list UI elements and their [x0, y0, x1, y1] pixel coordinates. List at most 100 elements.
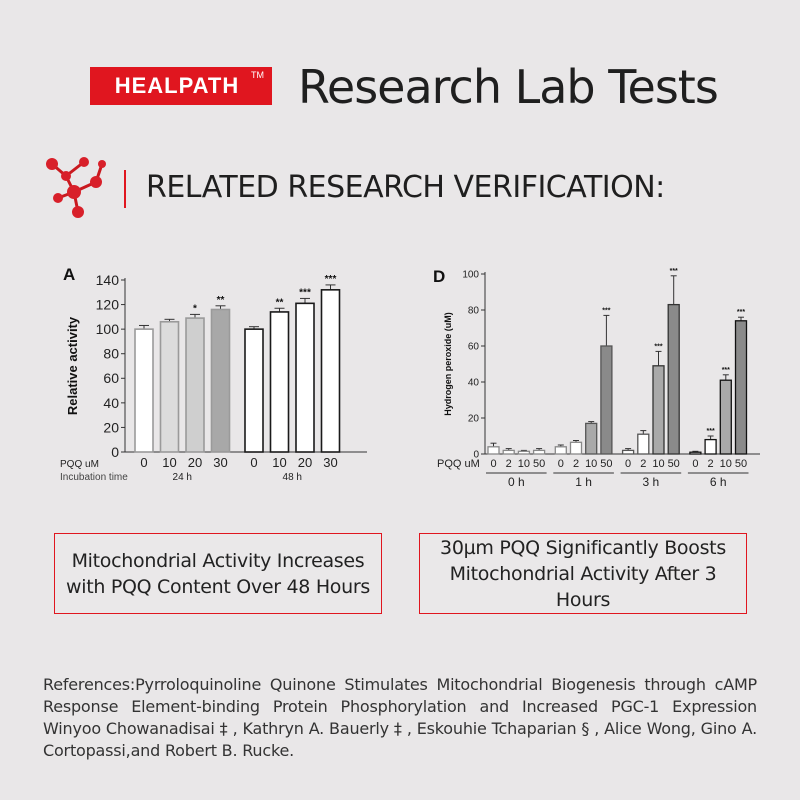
bar [269, 311, 290, 453]
y-tick-label: 100 [96, 321, 120, 337]
y-tick-label: 120 [96, 296, 120, 312]
panel-label: A [63, 265, 75, 284]
bar [134, 328, 154, 453]
x-tick-label: 2 [573, 458, 579, 470]
x-tick-label: 10 [272, 455, 286, 470]
references-text: References:Pyrroloquinoline Quinone Stim… [43, 675, 757, 760]
y-axis-label: Relative activity [65, 316, 80, 415]
x-tick-label: 30 [323, 455, 337, 470]
bar [487, 446, 500, 455]
significance-label: *** [737, 309, 745, 316]
bar [667, 303, 680, 455]
significance-label: *** [722, 367, 730, 374]
group-label: 6 h [710, 475, 727, 489]
bar [652, 365, 665, 455]
bar [621, 449, 635, 455]
bar [159, 320, 180, 453]
x-tick-label: 10 [518, 458, 530, 470]
y-tick-label: 0 [473, 450, 479, 461]
significance-label: ** [276, 297, 284, 308]
significance-label: *** [707, 428, 715, 435]
x-tick-label: 10 [720, 458, 732, 470]
group-label: 0 h [508, 475, 525, 489]
x-row-label: PQQ uM [437, 458, 480, 470]
y-tick-label: 20 [468, 414, 480, 425]
x-tick-label: 0 [625, 458, 631, 470]
bar [569, 441, 583, 455]
bar [600, 345, 613, 455]
x-tick-label: 10 [162, 455, 176, 470]
page-title: Research Lab Tests [298, 60, 719, 114]
caption-left-text: Mitochondrial Activity Increases with PQ… [66, 549, 370, 598]
x-tick-label: 0 [250, 455, 257, 470]
x-tick-label: 10 [652, 458, 664, 470]
x-tick-label: 2 [640, 458, 646, 470]
group-label: 24 h [173, 472, 192, 483]
y-tick-label: 100 [462, 270, 479, 281]
bar [689, 451, 702, 455]
bar [320, 289, 341, 453]
y-tick-label: 80 [468, 306, 480, 317]
caption-right-text: 30µm PQQ Significantly Boosts Mitochondr… [440, 536, 726, 611]
x-tick-label: 50 [668, 458, 680, 470]
group-label: 3 h [643, 475, 660, 489]
y-tick-label: 20 [103, 419, 119, 435]
bar [704, 438, 717, 455]
group-label: 48 h [283, 472, 302, 483]
bar [210, 308, 231, 453]
molecule-icon [46, 157, 106, 218]
bar [637, 433, 650, 455]
significance-label: ** [217, 295, 225, 306]
group-row-label: Incubation time [60, 472, 128, 483]
x-tick-label: 50 [533, 458, 545, 470]
trademark-mark: TM [251, 70, 264, 80]
x-tick-label: 20 [298, 455, 312, 470]
x-tick-label: 0 [558, 458, 564, 470]
bar [585, 422, 598, 455]
y-tick-label: 40 [468, 378, 480, 389]
brand-logo: HEALPATH TM [90, 67, 272, 105]
bar [734, 320, 748, 455]
x-tick-label: 2 [506, 458, 512, 470]
bar [502, 449, 515, 455]
significance-label: *** [654, 343, 662, 350]
bar [517, 450, 531, 455]
x-tick-label: 0 [140, 455, 147, 470]
x-tick-label: 0 [692, 458, 698, 470]
x-tick-label: 2 [708, 458, 714, 470]
section-subtitle: RELATED RESEARCH VERIFICATION: [146, 170, 665, 205]
y-axis-label: Hydrogen peroxide (uM) [443, 312, 453, 416]
x-tick-label: 10 [585, 458, 597, 470]
y-tick-label: 60 [103, 370, 119, 386]
x-tick-label: 30 [213, 455, 227, 470]
y-tick-label: 140 [96, 272, 120, 288]
caption-box-left: Mitochondrial Activity Increases with PQ… [54, 533, 382, 614]
caption-box-right: 30µm PQQ Significantly Boosts Mitochondr… [419, 533, 747, 614]
bar [719, 379, 732, 455]
significance-label: *** [670, 268, 678, 275]
x-tick-label: 50 [600, 458, 612, 470]
x-tick-label: 20 [188, 455, 202, 470]
group-label: 1 h [575, 475, 592, 489]
subtitle-divider [124, 170, 126, 208]
x-tick-label: 0 [490, 458, 496, 470]
significance-label: *** [299, 287, 311, 298]
significance-label: * [193, 303, 197, 314]
y-tick-label: 60 [468, 342, 480, 353]
significance-label: *** [325, 274, 337, 285]
panel-label: D [433, 267, 445, 286]
bar [244, 328, 264, 453]
bar [532, 449, 546, 455]
bar [185, 317, 205, 453]
y-tick-label: 80 [103, 346, 119, 362]
brand-name: HEALPATH [114, 73, 240, 98]
y-tick-label: 40 [103, 395, 119, 411]
significance-label: *** [602, 307, 610, 314]
x-tick-label: 50 [735, 458, 747, 470]
bar [554, 446, 567, 455]
bar [295, 302, 315, 453]
y-tick-label: 0 [111, 444, 119, 460]
x-row-label: PQQ uM [60, 459, 99, 470]
